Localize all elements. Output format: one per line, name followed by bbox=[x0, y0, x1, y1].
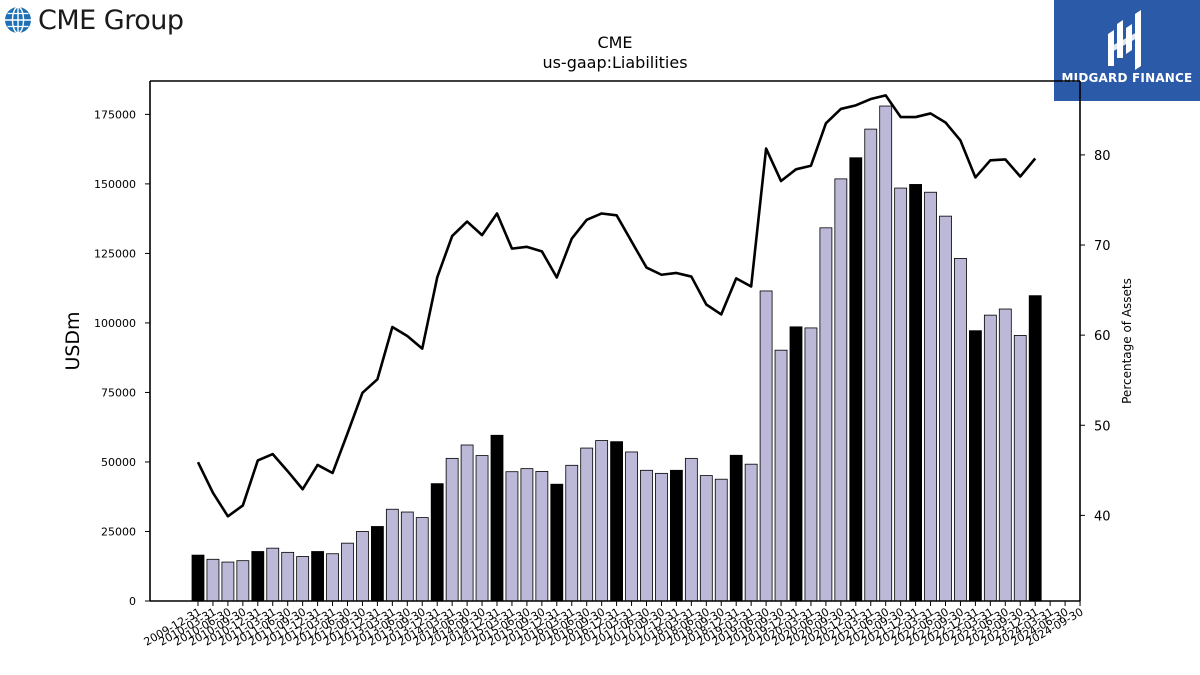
bar-2015-12-31 bbox=[550, 483, 564, 602]
bar-2014-12-31 bbox=[490, 434, 504, 602]
bar-2023-09-30 bbox=[1013, 335, 1027, 602]
bar-2015-09-30 bbox=[535, 471, 549, 602]
bar-2018-06-30 bbox=[699, 475, 713, 602]
bar-2013-12-31 bbox=[430, 483, 444, 602]
bar-2021-03-31 bbox=[864, 128, 878, 602]
bar-2015-06-30 bbox=[520, 468, 534, 602]
y2-tick-label-60: 60 bbox=[1094, 329, 1111, 344]
bar-2023-03-31 bbox=[983, 314, 997, 602]
y-tick-label-50000: 50000 bbox=[101, 456, 136, 469]
bar-2011-03-31 bbox=[266, 547, 280, 602]
bar-2017-09-30 bbox=[655, 472, 668, 602]
bar-2012-06-30 bbox=[341, 542, 354, 602]
bar-2019-09-30 bbox=[774, 349, 788, 602]
bar-2020-09-30 bbox=[834, 178, 848, 602]
bar-2016-03-31 bbox=[565, 464, 579, 602]
bar-2013-09-30 bbox=[415, 517, 429, 602]
bar-2011-12-31 bbox=[311, 551, 325, 602]
y2-tick-label-80: 80 bbox=[1094, 149, 1111, 164]
bar-2023-06-30 bbox=[998, 308, 1012, 602]
bar-2018-09-30 bbox=[714, 478, 728, 602]
y2-tick-label-40: 40 bbox=[1094, 509, 1111, 524]
bar-2017-06-30 bbox=[640, 469, 653, 602]
cme-group-logo: CME Group bbox=[4, 4, 184, 36]
y-tick-label-25000: 25000 bbox=[101, 525, 136, 538]
bar-2020-06-30 bbox=[819, 227, 833, 602]
bar-2022-09-30 bbox=[954, 258, 967, 602]
bar-2010-03-31 bbox=[206, 558, 220, 602]
bar-2022-03-31 bbox=[924, 191, 937, 602]
midgard-finance-emblem-icon bbox=[1108, 10, 1141, 70]
y-tick-label-75000: 75000 bbox=[101, 386, 136, 399]
bar-2021-09-30 bbox=[894, 187, 908, 602]
bar-2019-03-31 bbox=[744, 463, 758, 602]
bar-2016-12-31 bbox=[610, 441, 623, 602]
bar-2021-12-31 bbox=[909, 184, 922, 602]
y2-axis-label: Percentage of Assets bbox=[1120, 278, 1134, 404]
bar-2011-06-30 bbox=[281, 551, 295, 602]
chart-title: CME bbox=[597, 33, 632, 52]
chart-subtitle: us-gaap:Liabilities bbox=[542, 53, 687, 72]
midgard-finance-logo-text: MIDGARD FINANCE bbox=[1061, 71, 1193, 85]
bar-2013-03-31 bbox=[385, 508, 399, 602]
y-tick-label-175000: 175000 bbox=[94, 108, 136, 121]
globe-icon bbox=[5, 6, 31, 34]
bar-2017-03-31 bbox=[625, 451, 638, 602]
bar-2018-12-31 bbox=[729, 454, 743, 602]
bar-2014-06-30 bbox=[460, 444, 474, 602]
bar-2011-09-30 bbox=[296, 556, 310, 602]
bar-2012-09-30 bbox=[356, 531, 369, 602]
y2-tick-label-50: 50 bbox=[1094, 419, 1111, 434]
bar-2019-06-30 bbox=[759, 290, 773, 602]
bar-2020-12-31 bbox=[849, 157, 863, 602]
bars-layer bbox=[191, 105, 1042, 602]
bar-2012-12-31 bbox=[370, 526, 384, 602]
bar-2010-06-30 bbox=[221, 561, 235, 602]
bar-2010-12-31 bbox=[251, 551, 265, 602]
percentage-of-assets-line bbox=[196, 94, 1037, 518]
bar-2015-03-31 bbox=[505, 471, 519, 602]
bar-2009-12-31 bbox=[191, 554, 205, 602]
axes-layer: 0 25000 50000 75000 100000 125000 150000 175000… bbox=[94, 80, 1111, 649]
y2-tick-label-70: 70 bbox=[1094, 239, 1111, 254]
bar-2010-09-30 bbox=[236, 560, 250, 602]
bar-2012-03-31 bbox=[326, 553, 339, 602]
bar-2022-06-30 bbox=[939, 215, 952, 602]
bar-2020-03-31 bbox=[804, 327, 818, 602]
y-tick-label-125000: 125000 bbox=[94, 247, 136, 260]
y-tick-label-0: 0 bbox=[129, 595, 136, 608]
bar-2014-09-30 bbox=[475, 455, 489, 602]
bar-2013-06-30 bbox=[400, 511, 414, 602]
bar-2019-12-31 bbox=[789, 326, 803, 602]
bar-2017-12-31 bbox=[670, 469, 683, 602]
bar-2021-06-30 bbox=[879, 105, 893, 602]
y-tick-label-100000: 100000 bbox=[94, 317, 136, 330]
cme-group-logo-text: CME Group bbox=[38, 4, 184, 36]
y-tick-label-150000: 150000 bbox=[94, 178, 136, 191]
y-axis-label: USDm bbox=[62, 311, 84, 370]
bar-2014-03-31 bbox=[445, 457, 459, 602]
bar-2016-09-30 bbox=[595, 440, 609, 602]
bar-2018-03-31 bbox=[684, 457, 698, 602]
bar-2023-12-31 bbox=[1028, 295, 1042, 602]
line-layer bbox=[196, 94, 1037, 518]
bar-2016-06-30 bbox=[580, 447, 594, 602]
midgard-finance-logo: MIDGARD FINANCE bbox=[1054, 0, 1200, 101]
bar-2022-12-31 bbox=[969, 330, 982, 602]
